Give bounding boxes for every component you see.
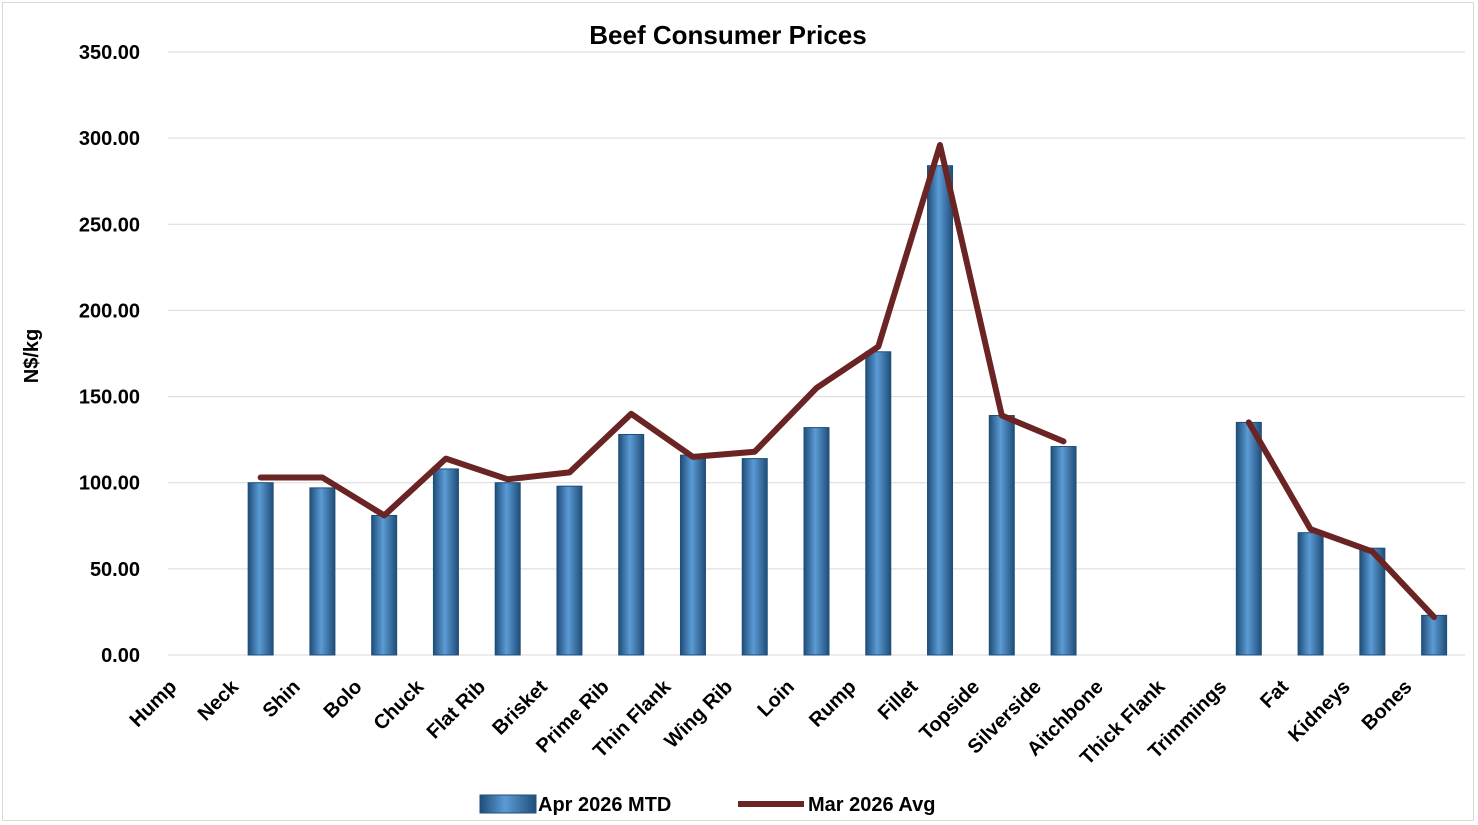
bar-fillet xyxy=(927,165,954,656)
line-segment-mar-2026-avg xyxy=(1245,419,1438,621)
line-series xyxy=(257,142,1438,621)
bar-flat-rib xyxy=(494,482,521,656)
y-tick-label: 300.00 xyxy=(79,128,140,150)
bar-chuck xyxy=(432,468,459,656)
bar-prime-rib xyxy=(618,433,645,656)
bar-kidneys xyxy=(1359,547,1386,656)
bar-brisket xyxy=(556,485,583,656)
bar-trimmings xyxy=(1235,421,1262,656)
bar-bolo xyxy=(371,514,398,656)
bar-rump xyxy=(865,351,892,656)
x-tick-label: Neck xyxy=(194,675,244,725)
bar-series xyxy=(247,165,1448,656)
x-tick-label: Loin xyxy=(754,676,799,721)
y-tick-label: 0.00 xyxy=(101,645,140,667)
bar-loin xyxy=(803,427,830,656)
x-tick-label: Brisket xyxy=(488,676,552,740)
x-tick-label: Hump xyxy=(126,676,182,732)
legend: Apr 2026 MTD Mar 2026 Avg xyxy=(479,794,935,816)
y-axis-ticks: 0.00 50.00 100.00 150.00 200.00 250.00 300.00 3… xyxy=(79,42,140,667)
x-tick-label: Shin xyxy=(259,676,305,722)
bar-fat xyxy=(1297,532,1324,656)
y-tick-label: 50.00 xyxy=(90,559,140,581)
legend-label-line: Mar 2026 Avg xyxy=(808,794,935,816)
x-tick-label: Chuck xyxy=(370,675,429,734)
x-tick-label: Fat xyxy=(1256,676,1293,713)
chart-title: Beef Consumer Prices xyxy=(589,20,866,50)
bar-topside xyxy=(988,415,1015,656)
x-tick-label: Bones xyxy=(1358,676,1417,735)
bar-shin xyxy=(309,487,336,656)
x-tick-label: Bolo xyxy=(320,676,367,723)
y-tick-label: 250.00 xyxy=(79,214,140,236)
x-tick-label: Wing Rib xyxy=(660,676,737,753)
y-tick-label: 150.00 xyxy=(79,387,140,409)
bar-thin-flank xyxy=(679,454,706,656)
bar-wing-rib xyxy=(741,458,768,656)
x-tick-label: Kidneys xyxy=(1284,676,1355,747)
x-tick-label: Rump xyxy=(805,676,861,732)
y-tick-label: 100.00 xyxy=(79,473,140,495)
y-axis-label: N$/kg xyxy=(21,329,43,383)
line-segment-mar-2026-avg xyxy=(257,142,1067,519)
legend-swatch-bar xyxy=(479,794,537,814)
x-tick-label: Flat Rib xyxy=(423,676,490,743)
x-tick-label: Fillet xyxy=(874,676,923,725)
legend-label-bar: Apr 2026 MTD xyxy=(538,794,671,816)
bar-bones xyxy=(1421,614,1448,656)
y-tick-label: 200.00 xyxy=(79,300,140,322)
bar-silverside xyxy=(1050,446,1077,656)
bar-neck xyxy=(247,482,274,656)
y-tick-label: 350.00 xyxy=(79,42,140,64)
